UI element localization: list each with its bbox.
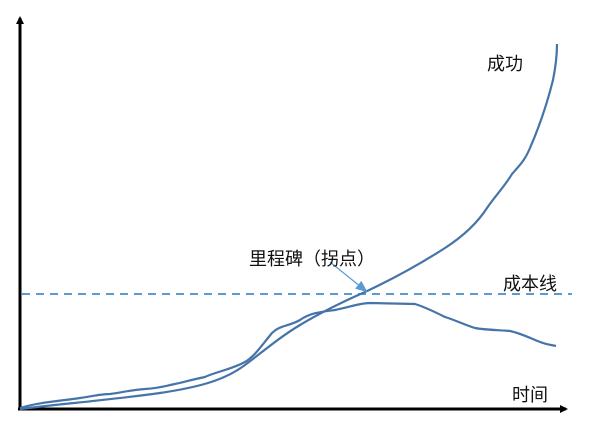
success-label: 成功	[487, 54, 523, 75]
time-axis-label: 时间	[512, 385, 548, 406]
milestone-label: 里程碑（拐点）	[249, 249, 375, 270]
milestone-arrow	[329, 261, 368, 293]
success-curve	[19, 43, 559, 411]
plateau-curve	[19, 301, 557, 410]
cost-line-label: 成本线	[503, 274, 557, 295]
